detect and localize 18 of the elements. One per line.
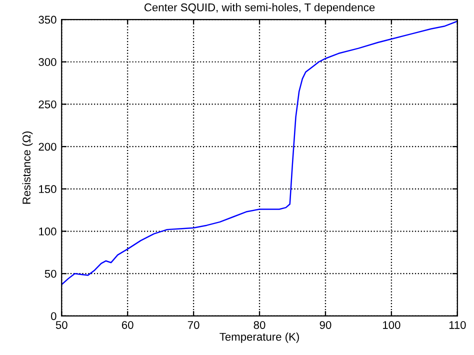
y-tick-label: 300 [38, 58, 56, 66]
chart-title: Center SQUID, with semi-holes, T dependence [144, 3, 375, 14]
x-axis-title: Temperature (K) [220, 332, 299, 343]
y-tick-label: 50 [44, 270, 56, 278]
y-tick-label: 0 [51, 312, 56, 320]
x-tick-label: 60 [122, 321, 134, 329]
y-tick-label: 150 [39, 185, 56, 194]
x-tick-label: 100 [383, 321, 400, 329]
x-tick-label: 90 [320, 321, 332, 329]
x-tick-label: 80 [254, 321, 266, 329]
x-tick-label: 110 [449, 321, 466, 329]
y-tick-label: 100 [39, 228, 56, 236]
y-tick-label: 250 [38, 100, 56, 108]
y-tick-label: 350 [38, 16, 56, 24]
x-tick-label: 70 [188, 321, 200, 329]
x-tick-label: 50 [56, 321, 68, 329]
y-tick-label: 200 [38, 142, 56, 151]
y-axis-title: Resistance (Ω) [22, 132, 33, 204]
